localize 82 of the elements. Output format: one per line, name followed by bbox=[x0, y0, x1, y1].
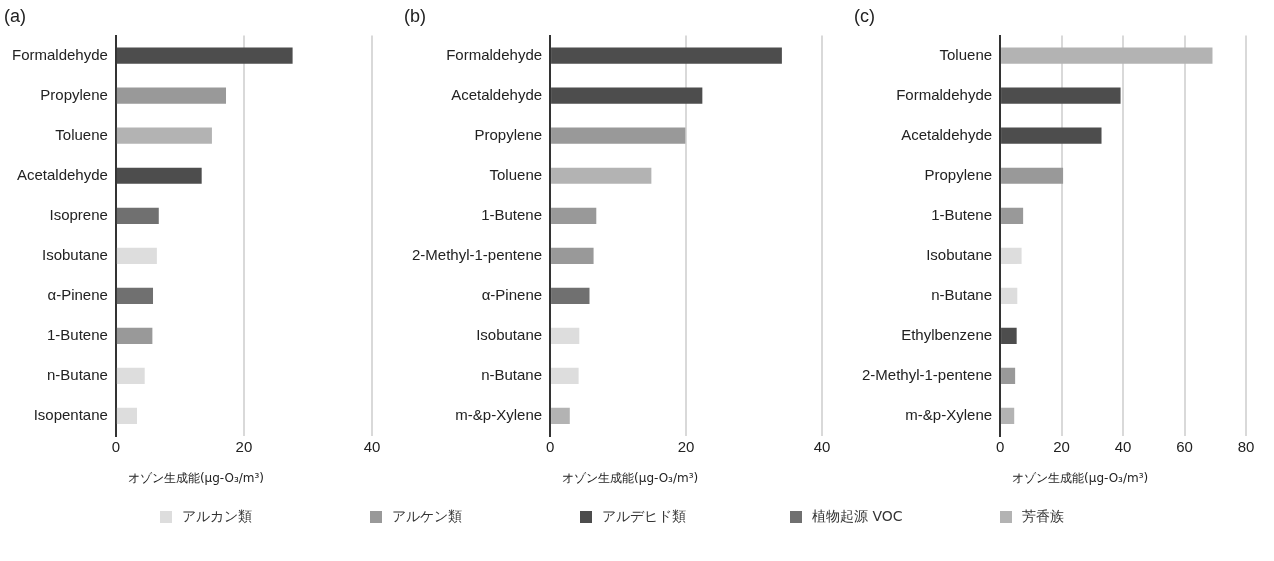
y-tick-label: Propylene bbox=[924, 165, 993, 183]
bar bbox=[1001, 287, 1018, 304]
chart-title: (c) bbox=[854, 5, 875, 26]
bar bbox=[1001, 127, 1102, 144]
bar bbox=[116, 367, 145, 385]
bar bbox=[1001, 87, 1121, 104]
y-tick-label: Acetaldehyde bbox=[901, 125, 993, 143]
y-tick-label: Formaldehyde bbox=[11, 45, 108, 63]
y-tick-label: Propylene bbox=[474, 125, 543, 143]
bar bbox=[1001, 327, 1017, 345]
x-tick-label: 80 bbox=[1237, 438, 1255, 456]
x-tick-label: 20 bbox=[1053, 438, 1070, 456]
y-tick-label: 2-Methyl-1-pentene bbox=[861, 366, 993, 384]
legend-label: 芳香族 bbox=[1022, 508, 1064, 526]
x-axis-title: オゾン生成能(μg-O₃/m³) bbox=[1012, 470, 1149, 487]
bar bbox=[116, 87, 227, 104]
bar bbox=[551, 127, 686, 144]
bar bbox=[1001, 407, 1015, 425]
y-tick-label: Propylene bbox=[40, 85, 108, 103]
bar bbox=[116, 127, 212, 144]
bar bbox=[551, 287, 590, 304]
y-tick-label: m-&p-Xylene bbox=[905, 406, 993, 424]
bar bbox=[116, 167, 202, 184]
y-tick-label: n-Butane bbox=[931, 286, 993, 303]
y-tick-label: 1-Butene bbox=[46, 326, 108, 344]
y-tick-label: α-Pinene bbox=[481, 286, 543, 303]
y-tick-label: Acetaldehyde bbox=[16, 165, 108, 183]
bar bbox=[1001, 207, 1024, 224]
x-tick-label: 60 bbox=[1176, 438, 1193, 456]
legend-label: 植物起源 VOC bbox=[812, 508, 903, 526]
y-tick-label: Toluene bbox=[939, 45, 993, 63]
bar bbox=[1001, 167, 1064, 184]
x-tick-label: 0 bbox=[545, 438, 555, 456]
y-tick-label: Isopentane bbox=[33, 406, 108, 424]
x-tick-label: 40 bbox=[363, 438, 381, 456]
y-tick-label: 1-Butene bbox=[931, 205, 993, 223]
y-tick-label: 2-Methyl-1-pentene bbox=[411, 245, 543, 263]
y-tick-label: Toluene bbox=[489, 165, 543, 183]
y-tick-label: α-Pinene bbox=[47, 286, 108, 303]
y-tick-label: Toluene bbox=[55, 125, 108, 143]
chart-title: (a) bbox=[4, 5, 26, 26]
y-tick-label: Ethylbenzene bbox=[901, 326, 993, 344]
x-tick-label: 0 bbox=[995, 438, 1005, 456]
chart-title: (b) bbox=[404, 5, 426, 26]
bar bbox=[116, 407, 138, 425]
bar bbox=[551, 367, 579, 385]
x-tick-label: 0 bbox=[111, 438, 121, 456]
bar bbox=[116, 207, 159, 224]
x-axis-title: オゾン生成能(μg-O₃/m³) bbox=[127, 470, 264, 487]
bar bbox=[116, 327, 153, 345]
legend-label: アルデヒド類 bbox=[602, 508, 686, 526]
bar bbox=[551, 247, 594, 264]
bar bbox=[1001, 47, 1213, 64]
y-tick-label: 1-Butene bbox=[481, 205, 543, 223]
y-tick-label: m-&p-Xylene bbox=[455, 406, 543, 424]
bar bbox=[551, 407, 570, 425]
y-tick-label: Acetaldehyde bbox=[451, 85, 543, 103]
y-tick-label: Isobutane bbox=[41, 245, 108, 263]
y-tick-label: Formaldehyde bbox=[896, 85, 993, 103]
x-tick-label: 40 bbox=[813, 438, 831, 456]
legend-label: アルカン類 bbox=[182, 508, 252, 526]
bar bbox=[116, 47, 293, 64]
x-axis-title: オゾン生成能(μg-O₃/m³) bbox=[562, 470, 699, 487]
y-tick-label: Isoprene bbox=[49, 205, 108, 223]
bar bbox=[116, 247, 157, 264]
bar bbox=[551, 47, 782, 64]
y-tick-label: Isobutane bbox=[926, 245, 993, 263]
y-tick-label: Isobutane bbox=[476, 326, 543, 344]
y-tick-label: Formaldehyde bbox=[446, 45, 543, 63]
y-tick-label: n-Butane bbox=[46, 366, 108, 384]
bar bbox=[116, 287, 154, 304]
y-tick-label: n-Butane bbox=[481, 366, 543, 384]
bar bbox=[551, 87, 703, 104]
legend-label: アルケン類 bbox=[392, 508, 462, 526]
bar bbox=[1001, 367, 1016, 385]
bar bbox=[551, 167, 652, 184]
x-tick-label: 40 bbox=[1114, 438, 1132, 456]
bar bbox=[551, 207, 597, 224]
bar bbox=[551, 327, 580, 345]
bar bbox=[1001, 247, 1022, 264]
x-tick-label: 20 bbox=[677, 438, 695, 456]
x-tick-label: 20 bbox=[235, 438, 253, 456]
